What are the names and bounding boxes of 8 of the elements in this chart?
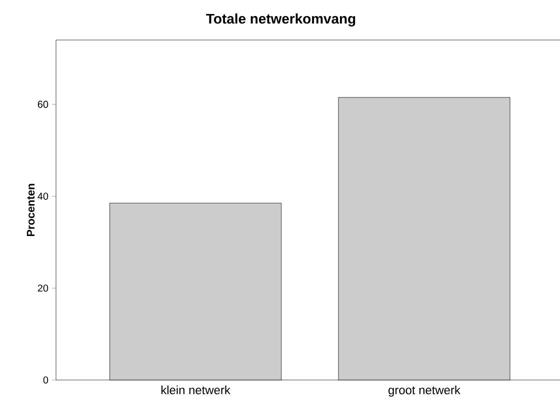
x-tick-label: klein netwerk	[161, 386, 230, 394]
y-axis-title: Procenten	[26, 184, 35, 236]
chart-title: Totale netwerkomvang	[206, 13, 356, 26]
x-tick-label: groot netwerk	[388, 386, 460, 397]
y-tick-label: 40	[38, 192, 48, 200]
y-tick-label: 60	[38, 100, 48, 108]
y-tick-label: 0	[43, 376, 48, 384]
y-tick-label: 20	[38, 284, 48, 292]
